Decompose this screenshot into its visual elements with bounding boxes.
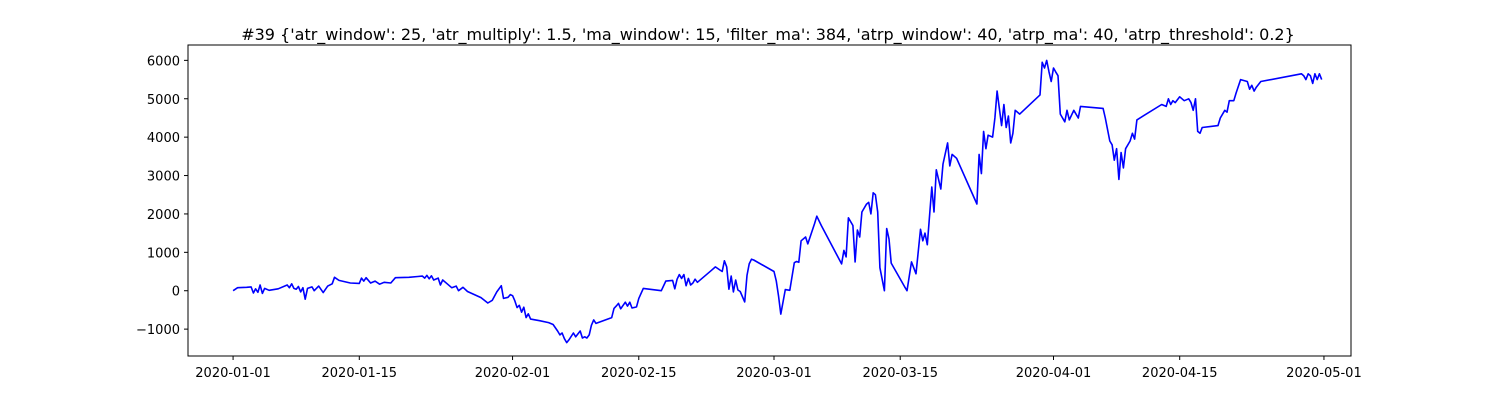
x-tick-label: 2020-03-15 — [862, 366, 938, 381]
x-axis: 2020-01-01 2020-01-15 2020-02-01 2020-02-15… — [195, 356, 1362, 381]
x-tick-label: 2020-04-01 — [1016, 366, 1092, 381]
y-tick-label: 6000 — [147, 54, 180, 69]
y-axis: −1000 0 1000 2000 3000 4000 5000 6000 — [136, 54, 188, 338]
y-tick-label: 1000 — [147, 246, 180, 261]
y-tick-label: 2000 — [147, 208, 180, 223]
plot-series — [232, 59, 1323, 344]
x-tick-label: 2020-01-01 — [195, 366, 271, 381]
chart-title: #39 {'atr_window': 25, 'atr_multiply': 1… — [241, 25, 1295, 45]
y-tick-label: 3000 — [147, 170, 180, 185]
y-tick-label: 4000 — [147, 131, 180, 146]
y-tick-label: 5000 — [147, 93, 180, 108]
x-tick-label: 2020-02-15 — [601, 366, 677, 381]
series-line-0 — [232, 59, 1323, 344]
x-tick-label: 2020-02-01 — [475, 366, 551, 381]
y-tick-label: −1000 — [136, 323, 180, 338]
x-tick-label: 2020-03-01 — [736, 366, 812, 381]
x-tick-label: 2020-01-15 — [322, 366, 398, 381]
y-tick-label: 0 — [172, 285, 180, 300]
plot-frame — [187, 44, 1352, 357]
x-tick-label: 2020-04-15 — [1142, 366, 1218, 381]
x-tick-label: 2020-05-01 — [1286, 366, 1362, 381]
